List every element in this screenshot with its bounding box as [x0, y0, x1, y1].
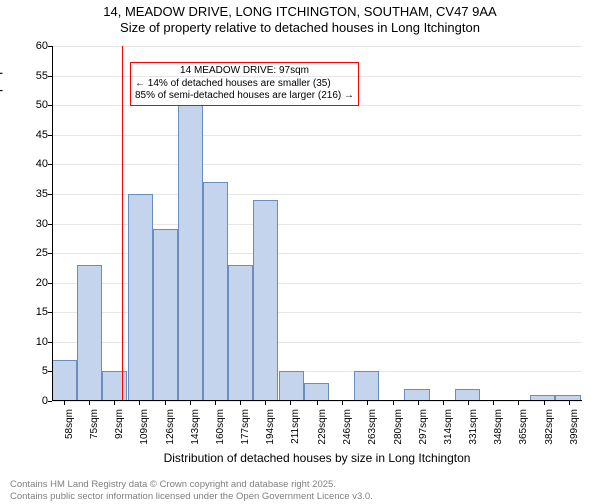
y-tick-label: 40 — [26, 158, 48, 170]
x-tick-label: 109sqm — [139, 409, 150, 449]
x-tick-mark — [443, 401, 444, 405]
x-tick-mark — [569, 401, 570, 405]
x-tick-mark — [342, 401, 343, 405]
x-tick-label: 314sqm — [443, 409, 454, 449]
footer-line1: Contains HM Land Registry data © Crown c… — [10, 479, 373, 490]
x-tick-mark — [317, 401, 318, 405]
x-tick-label: 348sqm — [493, 409, 504, 449]
x-tick-label: 382sqm — [544, 409, 555, 449]
y-tick-label: 45 — [26, 129, 48, 141]
x-tick-label: 75sqm — [89, 409, 100, 449]
x-tick-label: 126sqm — [165, 409, 176, 449]
y-tick-mark — [48, 164, 52, 165]
x-tick-mark — [393, 401, 394, 405]
y-tick-label: 5 — [26, 365, 48, 377]
y-tick-mark — [48, 342, 52, 343]
x-tick-label: 331sqm — [468, 409, 479, 449]
x-tick-mark — [493, 401, 494, 405]
y-tick-mark — [48, 105, 52, 106]
x-tick-mark — [89, 401, 90, 405]
x-tick-label: 143sqm — [190, 409, 201, 449]
x-tick-label: 177sqm — [240, 409, 251, 449]
x-tick-mark — [518, 401, 519, 405]
x-axis-label: Distribution of detached houses by size … — [52, 451, 582, 465]
x-tick-mark — [165, 401, 166, 405]
y-tick-label: 30 — [26, 218, 48, 230]
y-tick-mark — [48, 194, 52, 195]
x-tick-mark — [265, 401, 266, 405]
y-tick-label: 0 — [26, 395, 48, 407]
x-tick-mark — [215, 401, 216, 405]
x-tick-mark — [367, 401, 368, 405]
x-tick-label: 160sqm — [215, 409, 226, 449]
x-tick-mark — [290, 401, 291, 405]
y-tick-label: 35 — [26, 188, 48, 200]
y-tick-mark — [48, 76, 52, 77]
y-tick-label: 55 — [26, 70, 48, 82]
y-tick-mark — [48, 253, 52, 254]
x-tick-label: 263sqm — [367, 409, 378, 449]
x-tick-mark — [418, 401, 419, 405]
x-tick-label: 92sqm — [114, 409, 125, 449]
x-tick-label: 194sqm — [265, 409, 276, 449]
y-tick-label: 20 — [26, 277, 48, 289]
x-tick-label: 280sqm — [393, 409, 404, 449]
footer-attribution: Contains HM Land Registry data © Crown c… — [10, 479, 373, 502]
y-tick-mark — [48, 224, 52, 225]
x-tick-mark — [64, 401, 65, 405]
x-tick-mark — [114, 401, 115, 405]
x-tick-mark — [139, 401, 140, 405]
x-tick-label: 58sqm — [64, 409, 75, 449]
y-axis-label: Number of detached properties — [0, 39, 3, 204]
y-tick-mark — [48, 46, 52, 47]
x-tick-mark — [240, 401, 241, 405]
footer-line2: Contains public sector information licen… — [10, 491, 373, 502]
x-tick-mark — [468, 401, 469, 405]
x-tick-label: 365sqm — [518, 409, 529, 449]
chart-axes — [52, 46, 582, 401]
y-tick-mark — [48, 371, 52, 372]
x-tick-label: 246sqm — [342, 409, 353, 449]
x-tick-label: 297sqm — [418, 409, 429, 449]
x-tick-mark — [544, 401, 545, 405]
y-tick-label: 50 — [26, 99, 48, 111]
y-tick-label: 15 — [26, 306, 48, 318]
y-tick-mark — [48, 401, 52, 402]
y-tick-label: 25 — [26, 247, 48, 259]
y-tick-label: 60 — [26, 40, 48, 52]
y-tick-mark — [48, 312, 52, 313]
x-tick-label: 211sqm — [290, 409, 301, 449]
y-tick-label: 10 — [26, 336, 48, 348]
y-tick-mark — [48, 283, 52, 284]
chart-title-line2: Size of property relative to detached ho… — [0, 20, 600, 35]
x-tick-label: 229sqm — [317, 409, 328, 449]
chart-title-line1: 14, MEADOW DRIVE, LONG ITCHINGTON, SOUTH… — [0, 4, 600, 19]
x-tick-label: 399sqm — [569, 409, 580, 449]
y-tick-mark — [48, 135, 52, 136]
x-tick-mark — [190, 401, 191, 405]
